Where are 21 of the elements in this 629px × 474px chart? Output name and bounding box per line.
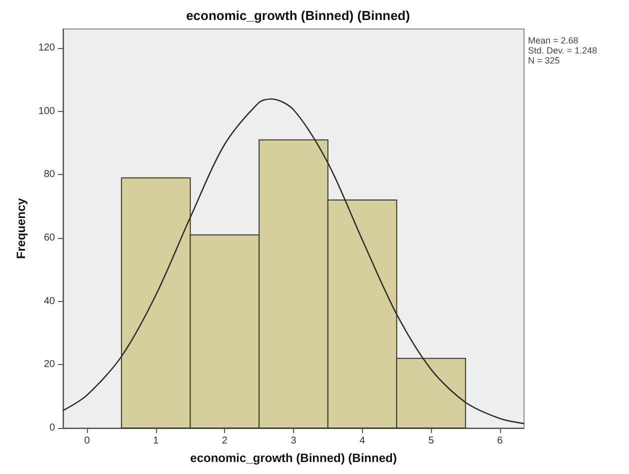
- text: Mean = 2.68: [528, 36, 578, 46]
- x-tick-label: 0: [84, 436, 90, 446]
- x-tick-label: 4: [360, 436, 366, 446]
- y-tick-label: 80: [44, 169, 56, 180]
- y-tick-label: 100: [38, 106, 56, 117]
- chart-title: economic_growth (Binned) (Binned): [186, 8, 410, 23]
- y-tick-label: 40: [44, 296, 56, 307]
- text: Std. Dev. = 1.248: [528, 46, 598, 56]
- x-tick-label: 6: [497, 436, 504, 446]
- x-tick-label: 5: [428, 436, 434, 446]
- x-axis-title: economic_growth (Binned) (Binned): [190, 451, 397, 465]
- y-tick-label: 60: [44, 232, 56, 244]
- y-tick-label: 0: [49, 422, 56, 434]
- x-tick-label: 2: [222, 436, 228, 446]
- y-tick-label: 120: [38, 42, 56, 54]
- x-tick-label: 1: [153, 436, 160, 446]
- line-series: [62, 98, 525, 424]
- x-tick-label: 3: [290, 436, 297, 446]
- text: N = 325: [528, 56, 560, 66]
- y-tick-label: 20: [44, 359, 56, 370]
- y-axis-title: Frequency: [14, 198, 28, 259]
